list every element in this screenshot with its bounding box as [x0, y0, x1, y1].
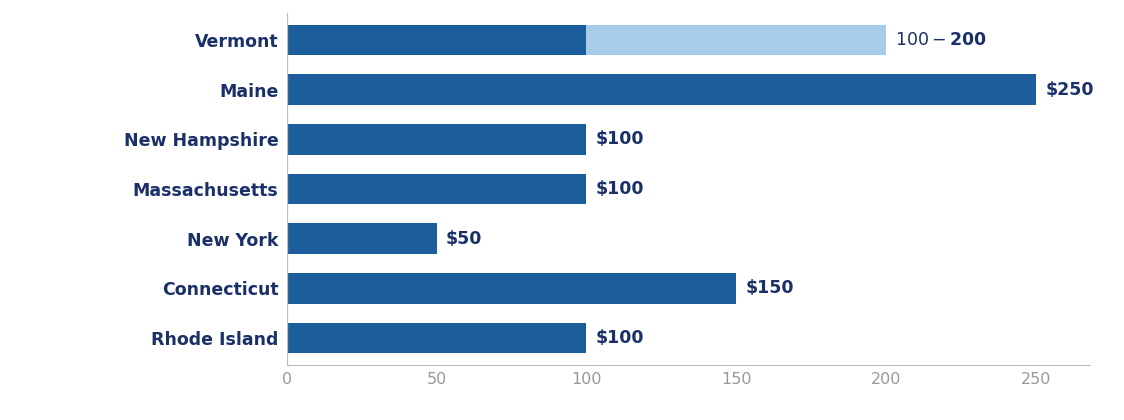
Bar — [287, 124, 587, 155]
Bar — [287, 24, 587, 55]
Bar — [287, 223, 436, 254]
Text: $100: $100 — [596, 180, 644, 198]
Text: $100: $100 — [596, 329, 644, 347]
Bar — [287, 323, 587, 354]
Text: $100-$200: $100-$200 — [896, 31, 987, 49]
Text: $250: $250 — [1045, 81, 1094, 99]
Bar — [287, 173, 587, 205]
Bar — [587, 24, 887, 55]
Bar — [287, 273, 736, 304]
Text: $150: $150 — [745, 279, 794, 297]
Bar — [287, 74, 1036, 105]
Text: $100: $100 — [596, 130, 644, 148]
Text: $50: $50 — [445, 230, 482, 248]
